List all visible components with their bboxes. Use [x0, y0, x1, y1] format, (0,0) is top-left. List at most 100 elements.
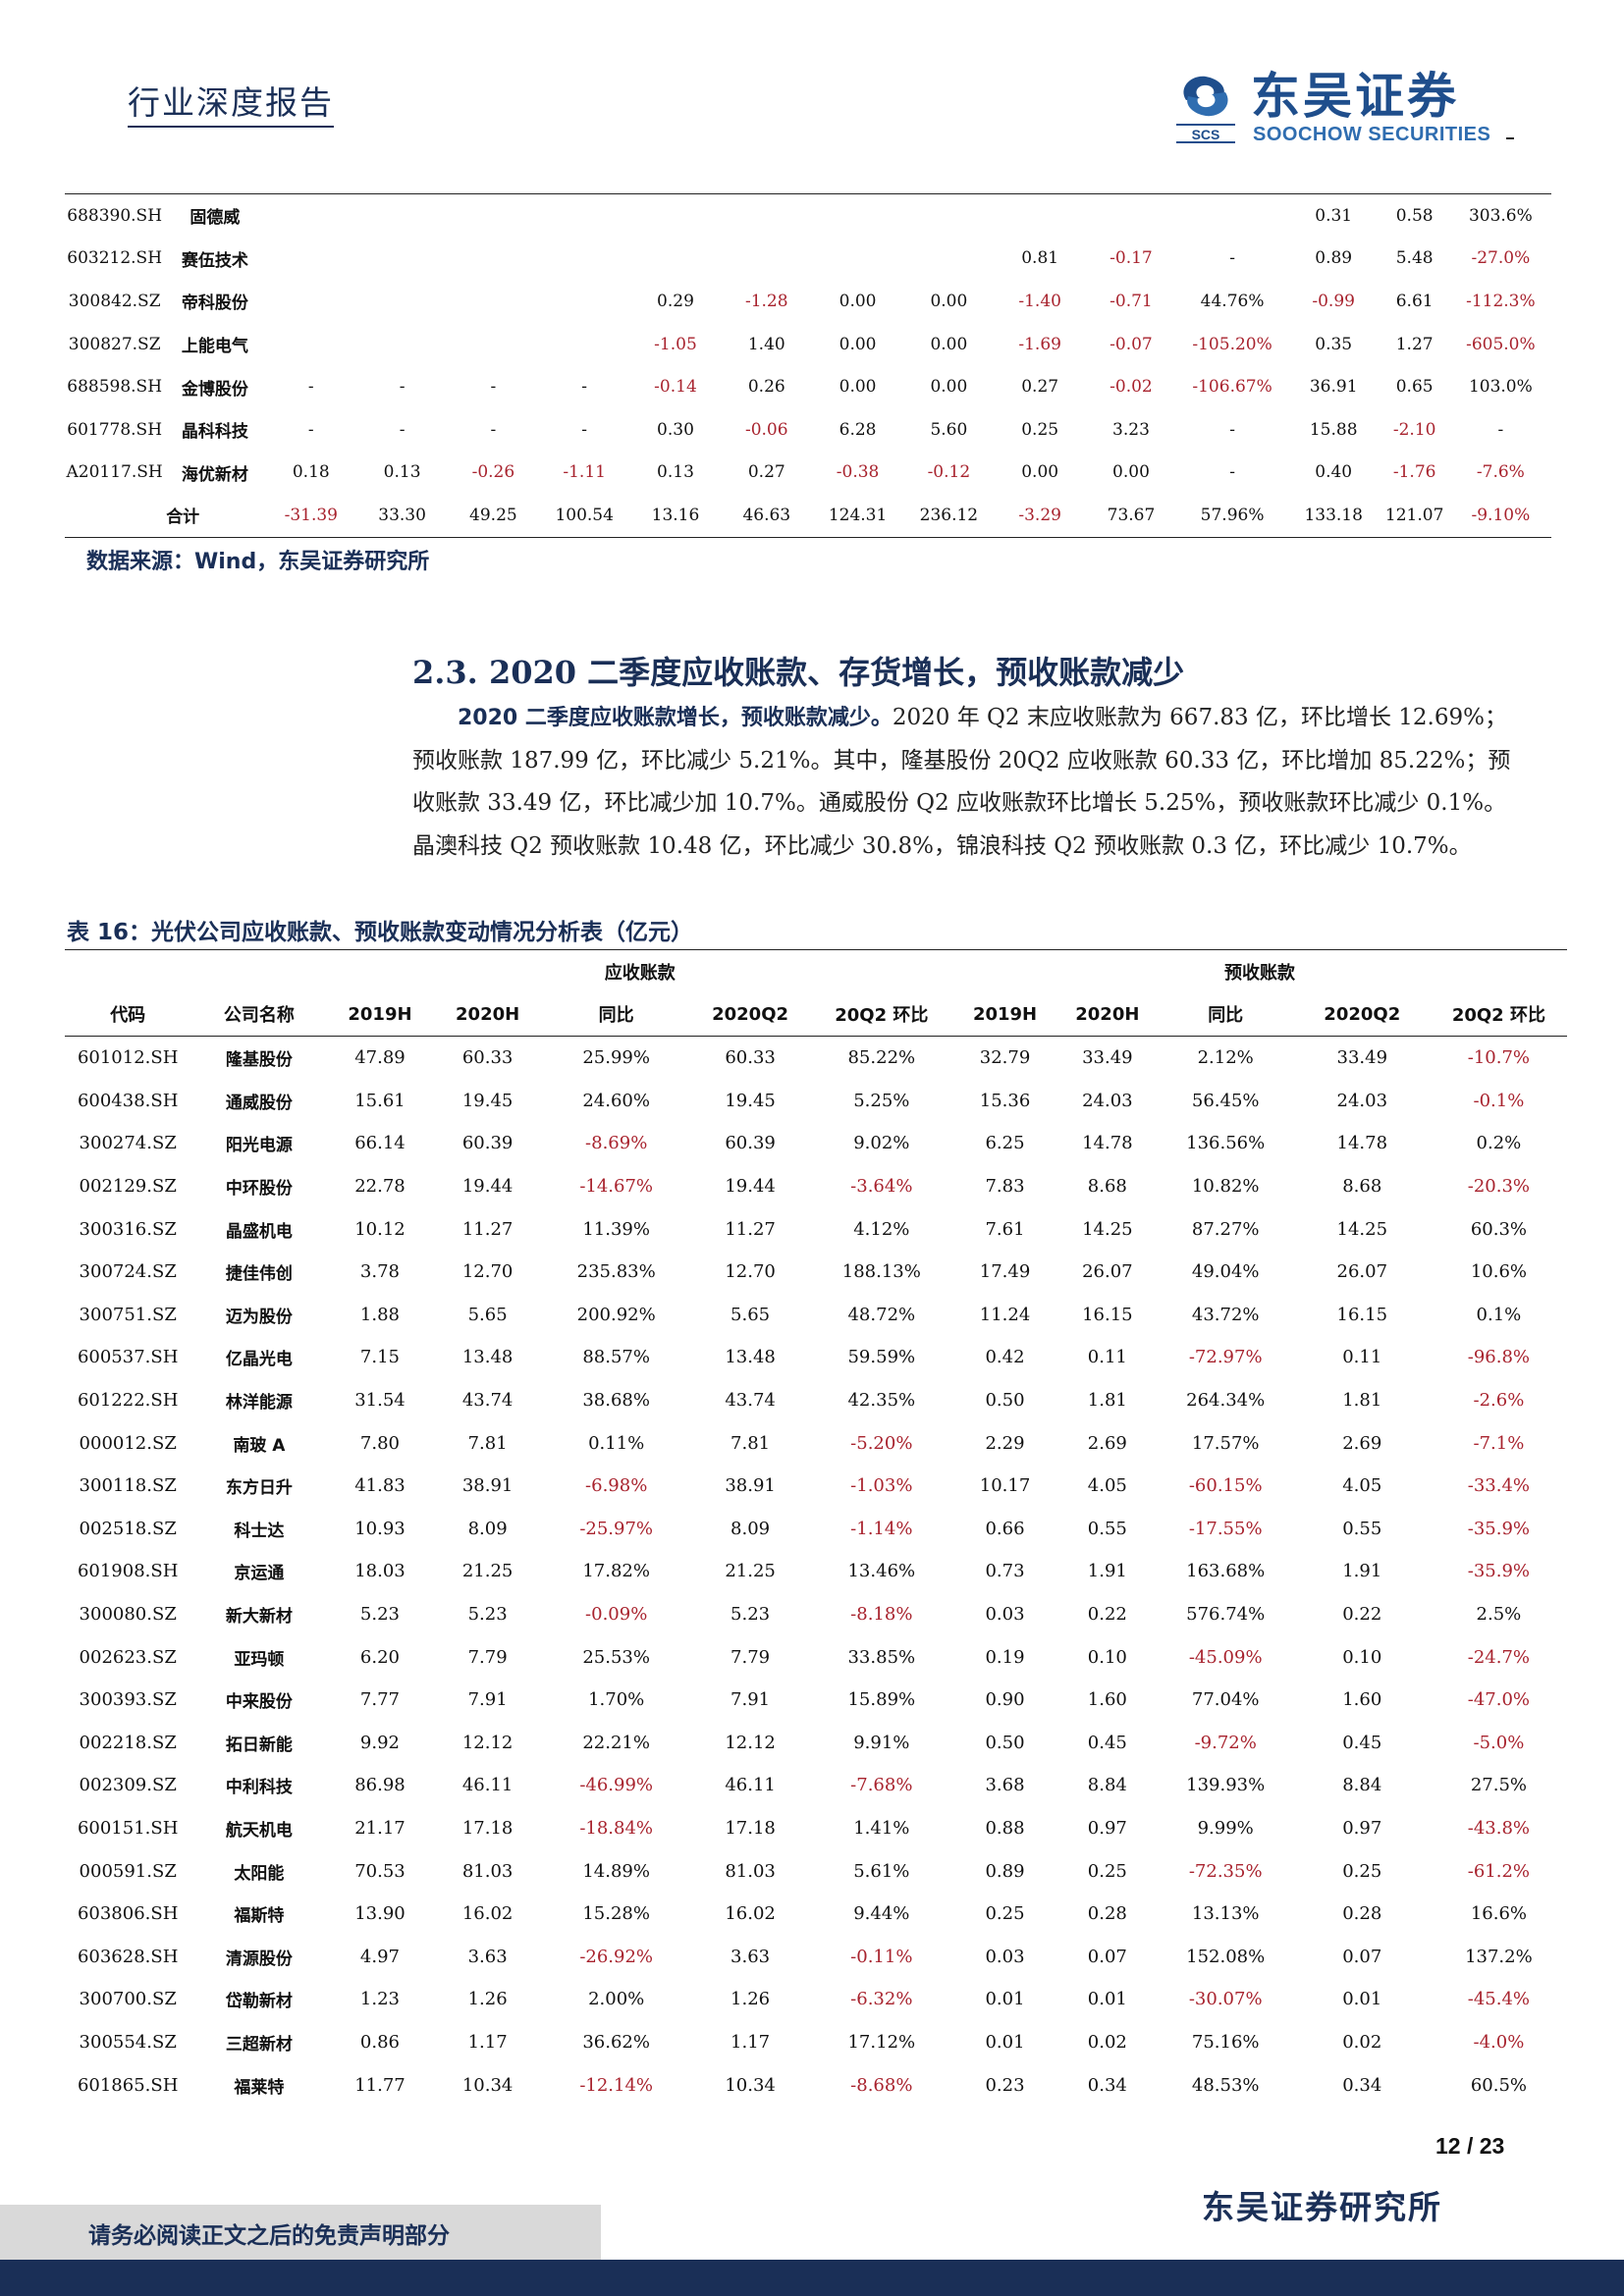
table-cell: 13.46% [847, 1561, 916, 1582]
table-row: 000591.SZ 太阳能 70.53 81.03 14.89% 81.03 5.61% 0.… [65, 1849, 1567, 1893]
table-cell: 38.68% [582, 1390, 650, 1412]
table-row: 600438.SH 通威股份 15.61 19.45 24.60% 19.45 5.25% 1… [65, 1080, 1567, 1123]
table-cell: -47.0% [1467, 1689, 1531, 1711]
table-cell: 12.12 [461, 1732, 514, 1753]
table-cell: -46.99% [579, 1775, 654, 1796]
table-cell: 4.05 [1342, 1475, 1382, 1497]
table-cell: -61.2% [1467, 1860, 1531, 1882]
table-cell: 0.30 [657, 419, 694, 440]
table-cell: 0.27 [747, 462, 785, 483]
table-row: 300827.SZ 上能电气 -1.05 1.40 0.00 0.00 -1.69 -0.07… [65, 323, 1551, 366]
table-cell: 4.12% [853, 1218, 910, 1240]
table-cell: 44.76% [1200, 291, 1265, 311]
table-row: 601012.SH 隆基股份 47.89 60.33 25.99% 60.33 85.22%… [65, 1037, 1567, 1080]
table-cell: 1.70% [588, 1689, 645, 1711]
table-cell: 0.00 [1021, 462, 1059, 483]
company-name: 晶科科技 [181, 422, 248, 443]
report-type-title: 行业深度报告 [128, 77, 334, 128]
table-row: 300080.SZ 新大新材 5.23 5.23 -0.09% 5.23 -8.18% 0.0… [65, 1593, 1567, 1636]
table-cell: 8.84 [1087, 1775, 1127, 1796]
table-cell: 59.59% [847, 1347, 916, 1368]
stock-code: 000012.SZ [79, 1432, 177, 1454]
table-row: 300118.SZ 东方日升 41.83 38.91 -6.98% 38.91 -1.03%… [65, 1465, 1567, 1508]
table-cell: 0.86 [359, 2031, 400, 2053]
table-cell: 16.02 [725, 1903, 776, 1925]
table-cell: 13.90 [354, 1903, 406, 1925]
table-cell [903, 194, 995, 238]
table-cell: -105.20% [1192, 334, 1272, 354]
column-header: 20Q2 环比 [810, 992, 953, 1037]
table-cell: 6.28 [839, 419, 877, 440]
company-name: 三超新材 [225, 2034, 293, 2055]
table-cell: -4.0% [1473, 2031, 1525, 2053]
table-cell: 0.55 [1342, 1518, 1382, 1539]
continued-table: 688390.SH 固德威 0.31 0.58 303.6% 603212.SH 赛伍技术 0… [65, 193, 1551, 538]
table-cell: 103.0% [1468, 377, 1533, 398]
table-cell: -1.28 [744, 291, 788, 311]
table-cell [539, 323, 630, 366]
table-cell: 0.89 [985, 1860, 1025, 1882]
table-cell: 48.72% [847, 1304, 916, 1325]
table-cell: 7.81 [467, 1432, 508, 1454]
company-name: 京运通 [234, 1564, 285, 1584]
table-cell: -6.98% [585, 1475, 648, 1497]
table-cell: 15.36 [979, 1090, 1031, 1111]
table-cell: - [581, 419, 588, 440]
table-cell: 5.65 [467, 1304, 508, 1325]
table-cell: 7.91 [731, 1689, 771, 1711]
table-cell: 14.89% [582, 1860, 650, 1882]
table-cell: 46.11 [725, 1775, 776, 1796]
table-cell: 7.81 [731, 1432, 771, 1454]
table-cell: -1.14% [850, 1518, 913, 1539]
table-cell: 0.26 [747, 377, 785, 398]
table-cell: 5.65 [731, 1304, 771, 1325]
table-row: 601908.SH 京运通 18.03 21.25 17.82% 21.25 13.46% 0… [65, 1550, 1567, 1593]
table-cell [903, 238, 995, 281]
table-cell [995, 194, 1086, 238]
table-cell: 1.26 [731, 1989, 771, 2010]
table-cell: -8.69% [585, 1133, 648, 1154]
table-cell: 3.63 [731, 1946, 771, 1967]
table-cell: 11.24 [979, 1304, 1031, 1325]
table-cell: 3.63 [467, 1946, 508, 1967]
table-cell: 10.34 [461, 2074, 514, 2096]
table-cell: 0.10 [1342, 1646, 1382, 1668]
table-cell: 0.28 [1087, 1903, 1127, 1925]
table-cell: - [1497, 419, 1504, 440]
table-cell: 0.35 [1315, 334, 1353, 354]
table-cell [265, 280, 356, 323]
table-cell: 19.45 [725, 1090, 776, 1111]
table-cell: 33.49 [1336, 1047, 1388, 1069]
table-cell: 1.41% [853, 1817, 910, 1839]
table-cell [265, 194, 356, 238]
stock-code: 688390.SH [67, 205, 163, 226]
table-cell: 0.31 [1315, 205, 1353, 226]
group-header-receivable: 应收账款 [604, 962, 676, 984]
table-cell: 0.25 [985, 1903, 1025, 1925]
table-cell: 1.60 [1087, 1689, 1127, 1711]
disclaimer-link[interactable]: 请务必阅读正文之后的免责声明部分 [88, 2223, 450, 2249]
table-cell: 42.35% [847, 1390, 916, 1412]
stock-code: 600537.SH [77, 1347, 179, 1368]
company-name: 南玻 A [233, 1435, 286, 1456]
table-cell: 0.58 [1395, 205, 1434, 226]
stock-code: 600151.SH [77, 1817, 179, 1839]
table-cell [1086, 194, 1177, 238]
stock-code: 002129.SZ [79, 1176, 177, 1198]
table-cell: 0.11 [1087, 1347, 1127, 1368]
table-row: 300393.SZ 中来股份 7.77 7.91 1.70% 7.91 15.89% 0.90… [65, 1679, 1567, 1722]
table-cell: 49.04% [1191, 1261, 1260, 1283]
table-cell: 27.5% [1470, 1775, 1527, 1796]
company-name: 岱勒新材 [225, 1992, 293, 2012]
table-cell: 4.05 [1087, 1475, 1127, 1497]
table-cell: -0.17 [1110, 248, 1153, 269]
table-row: 600537.SH 亿晶光电 7.15 13.48 88.57% 13.48 59.59% 0… [65, 1336, 1567, 1379]
table-cell: 5.23 [467, 1604, 508, 1626]
table-cell: 26.07 [1336, 1261, 1388, 1283]
table-cell: -72.97% [1188, 1347, 1263, 1368]
stock-code: 601865.SH [77, 2074, 179, 2096]
scs-logo-icon: SCS [1176, 76, 1235, 143]
table-cell: 2.69 [1342, 1432, 1382, 1454]
company-name: 新大新材 [225, 1607, 293, 1628]
table-cell: 3.23 [1112, 419, 1150, 440]
